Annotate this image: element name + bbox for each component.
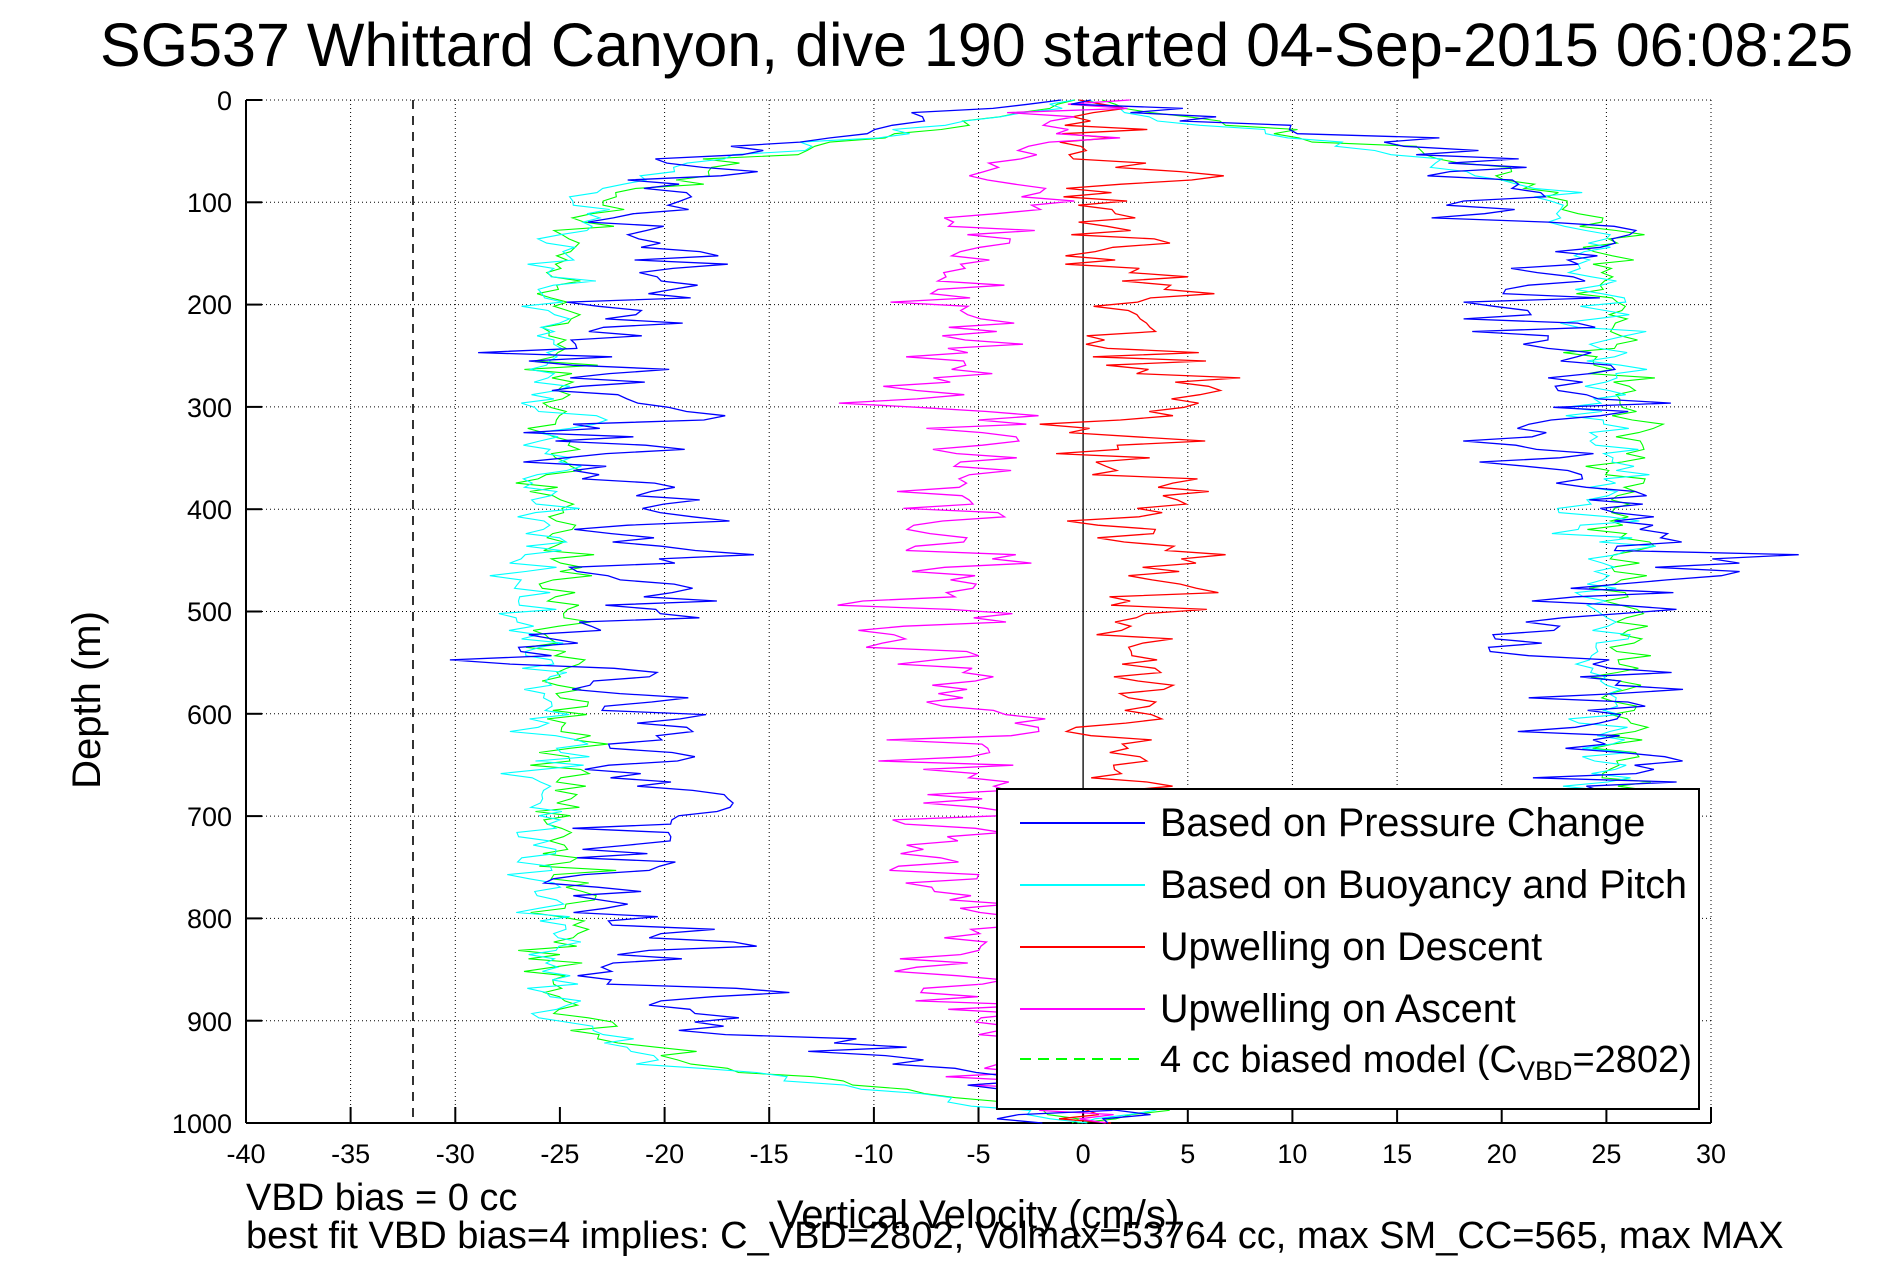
svg-text:25: 25	[1591, 1139, 1621, 1169]
svg-text:SG537 Whittard Canyon, dive 19: SG537 Whittard Canyon, dive 190 started …	[100, 11, 1853, 79]
svg-text:4 cc biased model (CVBD=2802): 4 cc biased model (CVBD=2802)	[1160, 1039, 1692, 1086]
svg-text:900: 900	[187, 1007, 232, 1037]
svg-text:200: 200	[187, 290, 232, 320]
svg-text:-25: -25	[540, 1139, 579, 1169]
svg-text:Based on Buoyancy and Pitch: Based on Buoyancy and Pitch	[1160, 863, 1687, 907]
svg-text:1000: 1000	[172, 1109, 232, 1139]
svg-text:20: 20	[1487, 1139, 1517, 1169]
svg-text:Upwelling on Ascent: Upwelling on Ascent	[1160, 987, 1516, 1031]
svg-text:-5: -5	[966, 1139, 990, 1169]
svg-text:Based on Pressure Change: Based on Pressure Change	[1160, 801, 1645, 845]
svg-text:700: 700	[187, 802, 232, 832]
svg-text:15: 15	[1382, 1139, 1412, 1169]
svg-text:500: 500	[187, 597, 232, 627]
svg-text:30: 30	[1696, 1139, 1726, 1169]
svg-text:800: 800	[187, 904, 232, 934]
svg-text:400: 400	[187, 495, 232, 525]
svg-text:0: 0	[217, 86, 232, 116]
svg-text:-35: -35	[331, 1139, 370, 1169]
svg-text:-20: -20	[645, 1139, 684, 1169]
svg-text:0: 0	[1076, 1139, 1091, 1169]
svg-text:-10: -10	[854, 1139, 893, 1169]
svg-text:Upwelling on Descent: Upwelling on Descent	[1160, 925, 1542, 969]
svg-text:100: 100	[187, 188, 232, 218]
svg-text:-15: -15	[750, 1139, 789, 1169]
svg-text:300: 300	[187, 393, 232, 423]
svg-text:Depth (m): Depth (m)	[65, 611, 109, 789]
svg-text:VBD bias = 0 cc: VBD bias = 0 cc	[246, 1177, 517, 1219]
svg-text:5: 5	[1180, 1139, 1195, 1169]
svg-text:10: 10	[1277, 1139, 1307, 1169]
svg-text:-40: -40	[226, 1139, 265, 1169]
svg-text:-30: -30	[436, 1139, 475, 1169]
svg-text:600: 600	[187, 700, 232, 730]
svg-text:best fit VBD bias=4 implies: C: best fit VBD bias=4 implies: C_VBD=2802,…	[246, 1215, 1784, 1257]
